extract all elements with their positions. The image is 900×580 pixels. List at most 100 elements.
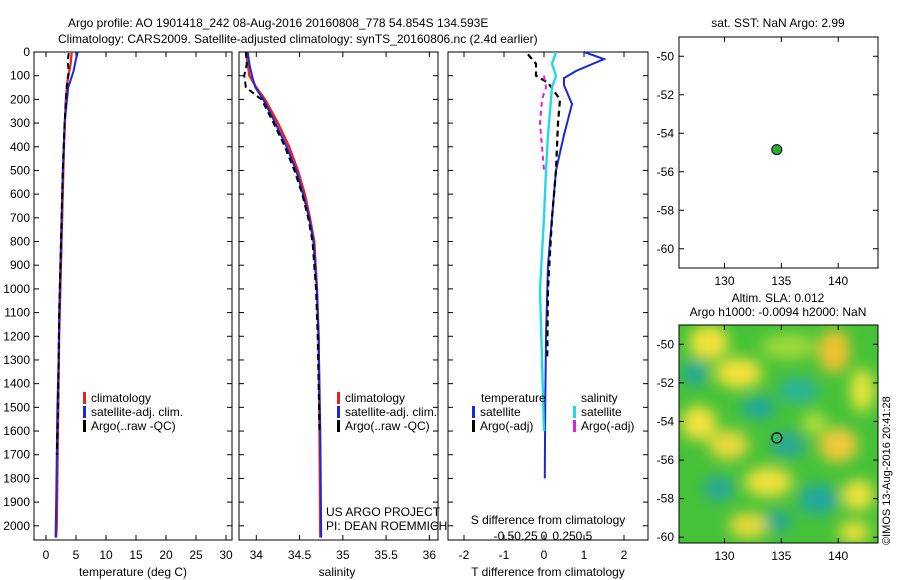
x-tick-label: 5 <box>73 548 80 562</box>
y-tick-label: 1100 <box>4 306 30 320</box>
legend-swatch-satellite <box>83 406 86 418</box>
y-tick-label: -56 <box>657 165 675 179</box>
legend-group-salinity: salinity <box>581 391 618 405</box>
x-tick-label: 140 <box>828 274 848 288</box>
salinity-lines <box>243 51 323 538</box>
legend-group-temperature: temperature <box>481 391 546 405</box>
pi-note: PI: DEAN ROEMMICH <box>326 519 447 533</box>
sla-field-blob <box>798 484 839 515</box>
y-tick-label: 900 <box>10 258 30 272</box>
sla-field-blob <box>818 329 851 373</box>
x-tick-label: 25 <box>189 548 203 562</box>
x-tick-label: 36 <box>423 548 437 562</box>
x-tick-label: 1 <box>581 548 588 562</box>
temperature-legend: climatology satellite-adj. clim. Argo(..… <box>83 391 183 433</box>
sla-field-blob <box>682 359 707 387</box>
y-tick-label: -52 <box>657 88 675 102</box>
legend-swatch-s-satellite <box>573 406 576 418</box>
x-tick-label: -1 <box>499 548 510 562</box>
temperature-lines <box>54 51 79 538</box>
s-tick-label: 0.25 <box>552 529 576 543</box>
salinity-xlabel: salinity <box>319 565 356 579</box>
sla-field-blob <box>770 431 807 458</box>
y-tick-label: 1400 <box>3 377 30 391</box>
y-tick-label: 1200 <box>3 329 30 343</box>
x-tick-label: 10 <box>99 548 113 562</box>
salinity-panel: 34 34.5 35 35.5 36 salinity climatology sate… <box>238 51 447 579</box>
series-line <box>538 51 558 432</box>
y-tick-label: 1700 <box>3 448 30 462</box>
legend-argo: Argo(..raw -QC) <box>91 419 176 433</box>
sla-field-blob <box>744 466 793 498</box>
y-tick-label: 1800 <box>3 471 30 485</box>
sla-field-blob <box>838 521 871 543</box>
x-tick-label: 34.5 <box>288 548 312 562</box>
legend-swatch-s-argo <box>573 420 576 432</box>
y-tick-label: 500 <box>10 163 30 177</box>
legend-s-argo: Argo(-adj) <box>581 419 634 433</box>
sla-field-blob <box>740 396 777 419</box>
y-tick-label: 0 <box>23 45 30 59</box>
legend-satellite: satellite-adj. clim. <box>345 405 437 419</box>
legend-swatch-satellite <box>337 406 340 418</box>
sla-field-blob <box>778 377 819 404</box>
sla-field-blob <box>802 412 827 434</box>
legend-swatch-climatology <box>337 392 340 404</box>
y-tick-label: -52 <box>657 376 675 390</box>
x-tick-label: 30 <box>219 548 233 562</box>
series-line <box>538 75 548 171</box>
difference-legend: temperature salinity satellite Argo(-adj… <box>472 391 634 433</box>
x-tick-label: 15 <box>129 548 143 562</box>
difference-axes-box <box>447 51 649 541</box>
sla-axes-box <box>678 324 879 544</box>
y-tick-label: -60 <box>657 530 675 544</box>
s-tick-label: 0.5 <box>576 529 593 543</box>
sst-title: sat. SST: NaN Argo: 2.99 <box>711 16 845 30</box>
x-tick-label: 135 <box>771 274 791 288</box>
y-tick-label: 800 <box>10 235 30 249</box>
legend-satellite: satellite-adj. clim. <box>91 405 183 419</box>
legend-swatch-argo <box>337 420 340 432</box>
legend-t-satellite: satellite <box>480 405 521 419</box>
header-line-2: Climatology: CARS2009. Satellite-adjuste… <box>58 32 538 46</box>
series-line <box>55 53 70 455</box>
sla-field-blob <box>708 429 749 461</box>
sla-field-blob <box>688 325 729 360</box>
legend-swatch-t-satellite <box>472 406 475 418</box>
argo-position-marker <box>771 144 783 156</box>
sst-points <box>771 144 783 156</box>
salinity-ticks: 34 34.5 35 35.5 36 <box>250 52 437 562</box>
y-tick-label: 400 <box>10 140 30 154</box>
legend-swatch-argo <box>83 420 86 432</box>
legend-climatology: climatology <box>91 391 151 405</box>
legend-argo: Argo(..raw -QC) <box>345 419 430 433</box>
y-tick-label: -54 <box>657 126 675 140</box>
series-line <box>243 51 321 432</box>
s-difference-ticks: -0.5-0.25 0 0.25 0.5 <box>494 529 593 543</box>
sla-field-blob <box>850 368 875 413</box>
y-tick-label: -50 <box>657 337 675 351</box>
depth-ticks: 0 100 200 300 400 500 600 700 800 900 1000 1100 1200… <box>3 45 648 533</box>
sla-map-panel: Altim. SLA: 0.012 Argo h1000: -0.0094 h2… <box>657 291 879 563</box>
y-tick-label: -50 <box>657 49 675 63</box>
sla-ticks: 130 135 140 -50 -52 -54 -56 -58 -60 <box>657 325 878 563</box>
x-tick-label: 2 <box>621 548 628 562</box>
s-tick-label: -0.5 <box>494 529 515 543</box>
x-tick-label: -2 <box>459 548 470 562</box>
legend-t-argo: Argo(-adj) <box>480 419 533 433</box>
sla-field-blob <box>714 357 763 389</box>
project-note: US ARGO PROJECT <box>326 505 441 519</box>
temperature-panel: 0100200300400500600700800900100011001200… <box>3 45 648 579</box>
legend-swatch-t-argo <box>472 420 475 432</box>
sla-field-blob <box>764 510 793 533</box>
temperature-axes-box <box>33 51 233 541</box>
y-tick-label: 1500 <box>3 400 30 414</box>
series-line <box>244 51 322 538</box>
x-tick-label: 35.5 <box>374 548 398 562</box>
y-tick-label: 1300 <box>3 353 30 367</box>
x-tick-label: 130 <box>714 549 734 563</box>
s-difference-label: S difference from climatology <box>471 513 626 527</box>
y-tick-label: -60 <box>657 242 675 256</box>
sst-ticks: 130 135 140 -50 -52 -54 -56 -58 -60 <box>657 37 878 288</box>
